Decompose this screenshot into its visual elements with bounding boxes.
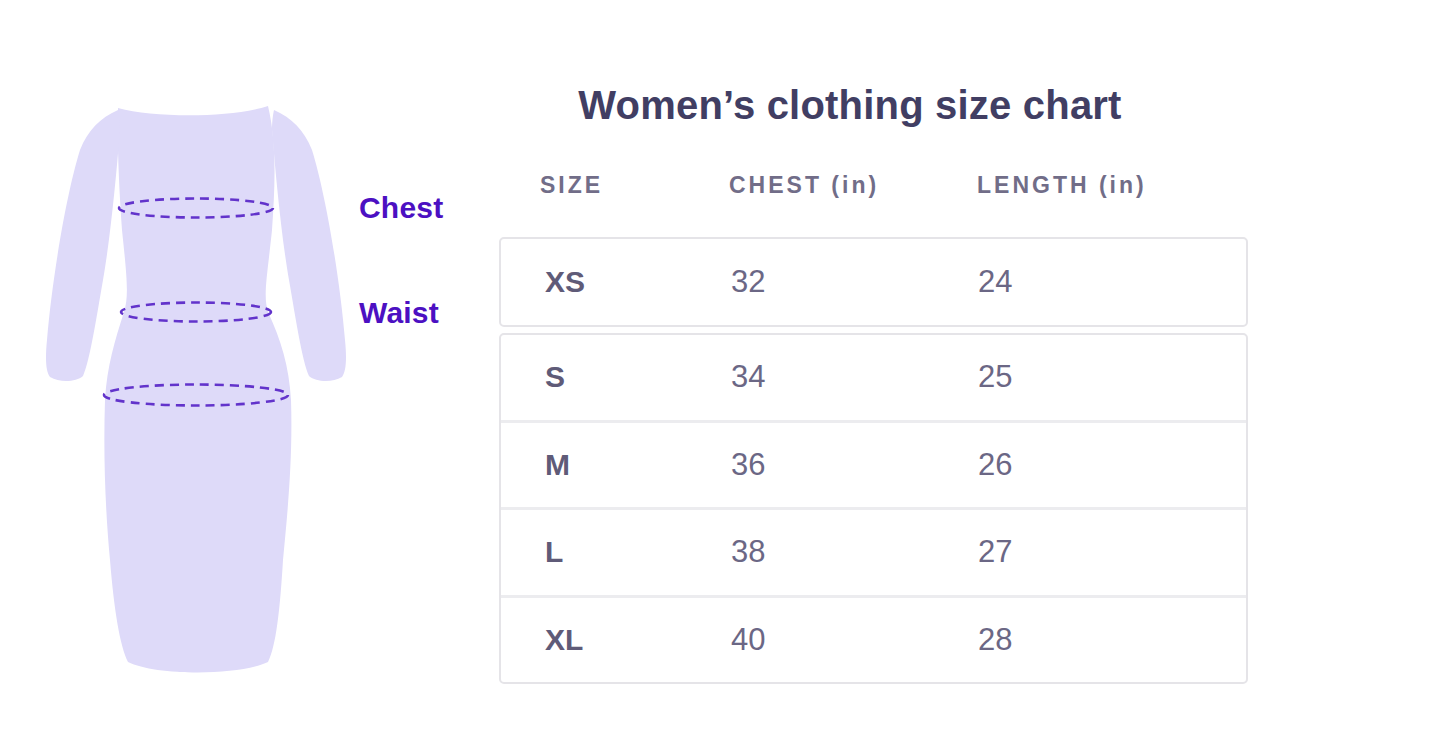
column-header-size: SIZE (540, 172, 603, 199)
length-value: 25 (953, 359, 1246, 395)
size-value: S (501, 360, 705, 394)
size-chart-page: Chest Waist Women’s clothing size chart … (0, 0, 1445, 731)
size-value: XL (501, 623, 705, 657)
page-title: Women’s clothing size chart (400, 83, 1300, 128)
length-value: 26 (953, 447, 1246, 483)
chest-value: 36 (705, 447, 953, 483)
table-row: XS 32 24 (501, 239, 1246, 325)
waist-label: Waist (359, 296, 439, 330)
size-table-first-box: XS 32 24 (499, 237, 1248, 327)
chest-label: Chest (359, 191, 443, 225)
chest-value: 32 (705, 264, 953, 300)
size-table-rest-box: S 34 25 M 36 26 L 38 27 XL 40 28 (499, 333, 1248, 684)
table-row: S 34 25 (501, 335, 1246, 420)
column-header-chest: CHEST (in) (729, 172, 879, 199)
chest-value: 38 (705, 534, 953, 570)
dress-silhouette (104, 106, 291, 673)
length-value: 24 (953, 264, 1246, 300)
length-value: 27 (953, 534, 1246, 570)
size-value: L (501, 535, 705, 569)
table-row: M 36 26 (501, 420, 1246, 508)
table-row: XL 40 28 (501, 595, 1246, 683)
length-value: 28 (953, 622, 1246, 658)
dress-right-sleeve (272, 110, 346, 381)
size-value: XS (501, 265, 705, 299)
dress-illustration (35, 98, 355, 683)
chest-value: 40 (705, 622, 953, 658)
chest-value: 34 (705, 359, 953, 395)
dress-left-sleeve (46, 110, 120, 381)
table-row: L 38 27 (501, 507, 1246, 595)
column-header-length: LENGTH (in) (977, 172, 1147, 199)
size-value: M (501, 448, 705, 482)
